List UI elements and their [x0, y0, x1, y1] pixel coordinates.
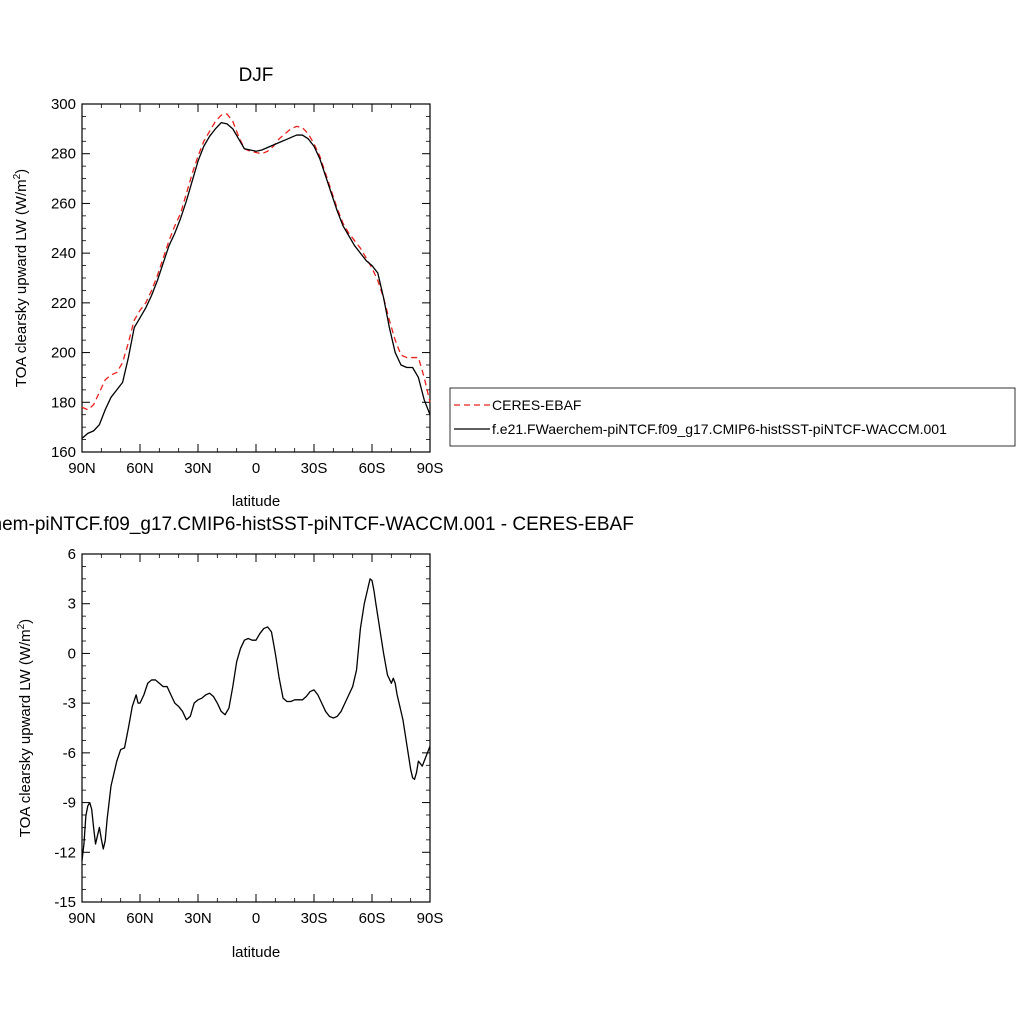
plot-frame	[81, 103, 431, 453]
top-chart: DJF 90N 60N 30N 0 30S 60S 90S 160 180 200 220 240 26…	[12, 65, 443, 510]
legend-label-ceres: CERES-EBAF	[492, 397, 581, 413]
y-tick-label: 0	[68, 645, 76, 662]
y-tick-label: -6	[63, 745, 76, 762]
x-tick-label: 0	[252, 460, 260, 477]
x-tick-label: 90S	[417, 910, 444, 927]
y-tick-label: 280	[51, 146, 76, 163]
x-tick-label: 90N	[68, 910, 96, 927]
y-axis-label-main: TOA clearsky upward LW (W/m	[17, 629, 34, 837]
chart-title: DJF	[239, 65, 274, 86]
y-tick-label: -3	[63, 695, 76, 712]
x-axis-label: latitude	[232, 493, 280, 510]
axis-ticks: 90N 60N 30N 0 30S 60S 90S -15 -12 -9 -6 -3 0 3 6	[54, 546, 443, 927]
y-tick-label: 3	[68, 596, 76, 613]
y-tick-label: -12	[54, 844, 76, 861]
x-tick-label: 90S	[417, 460, 444, 477]
axis-ticks: 90N 60N 30N 0 30S 60S 90S 160 180 200 220 240 260 280…	[51, 96, 443, 477]
series-line-0	[81, 578, 431, 861]
series-lines	[81, 578, 431, 861]
y-tick-label: 160	[51, 444, 76, 461]
y-tick-label: -9	[63, 795, 76, 812]
y-tick-label: 220	[51, 295, 76, 312]
series-line-1	[81, 121, 431, 439]
bottom-chart: f.e21.FWaerchem-piNTCF.f09_g17.CMIP6-his…	[0, 514, 634, 961]
y-tick-label: 260	[51, 195, 76, 212]
y-tick-label: 240	[51, 245, 76, 262]
x-tick-label: 60N	[126, 460, 154, 477]
x-tick-label: 30S	[301, 910, 328, 927]
y-axis-label-superscript: 2	[16, 623, 27, 629]
y-tick-label: 6	[68, 546, 76, 563]
x-tick-label: 60S	[359, 460, 386, 477]
y-tick-label: 180	[51, 394, 76, 411]
y-tick-label: 300	[51, 96, 76, 113]
y-tick-label: 200	[51, 345, 76, 362]
legend: CERES-EBAF f.e21.FWaerchem-piNTCF.f09_g1…	[449, 387, 1016, 447]
x-tick-label: 60N	[126, 910, 154, 927]
y-axis-label-main: TOA clearsky upward LW (W/m	[13, 179, 30, 387]
x-tick-label: 30N	[184, 460, 212, 477]
x-tick-label: 30S	[301, 460, 328, 477]
y-axis-label: TOA clearsky upward LW (W/m2)	[16, 619, 34, 837]
series-line-0	[81, 113, 431, 411]
y-axis-label-superscript: 2	[12, 173, 23, 179]
legend-label-model: f.e21.FWaerchem-piNTCF.f09_g17.CMIP6-his…	[492, 421, 947, 437]
x-tick-label: 90N	[68, 460, 96, 477]
x-axis-label: latitude	[232, 944, 280, 961]
y-axis-label-close: )	[17, 619, 34, 624]
chart-title: f.e21.FWaerchem-piNTCF.f09_g17.CMIP6-his…	[0, 514, 634, 535]
y-axis-label: TOA clearsky upward LW (W/m2)	[12, 169, 30, 387]
x-tick-label: 60S	[359, 910, 386, 927]
y-tick-label: -15	[54, 894, 76, 911]
x-tick-label: 30N	[184, 910, 212, 927]
plot-frame	[81, 553, 431, 903]
y-axis-label-close: )	[13, 169, 30, 174]
legend-frame	[449, 387, 1016, 447]
x-tick-label: 0	[252, 910, 260, 927]
series-lines	[81, 113, 431, 439]
